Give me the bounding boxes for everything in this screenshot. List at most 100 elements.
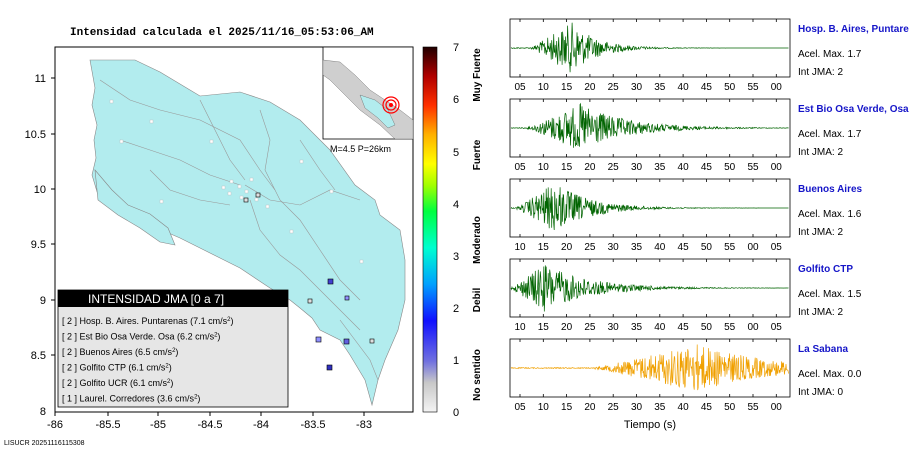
svg-text:Muy Fuerte: Muy Fuerte — [472, 48, 483, 102]
time-tick-label: 25 — [608, 402, 620, 413]
time-tick-label: 25 — [584, 322, 596, 333]
map-x-axis: -86 -85.5 -85 -84.5 -84 -83.5 -83 — [47, 419, 372, 431]
svg-text:2: 2 — [453, 303, 459, 315]
station-name: Est Bio Osa Verde, Osa — [798, 104, 909, 115]
svg-text:-85.5: -85.5 — [95, 419, 120, 431]
svg-text:-84.5: -84.5 — [197, 419, 222, 431]
town-markers — [109, 99, 364, 264]
time-tick-label: 55 — [747, 162, 759, 173]
time-tick-label: 25 — [584, 242, 596, 253]
time-tick-label: 40 — [654, 322, 666, 333]
svg-text:Moderado: Moderado — [472, 216, 483, 264]
time-tick-label: 10 — [538, 82, 550, 93]
station-legend: INTENSIDAD JMA [0 a 7] [ 2 ] Hosp. B. Ai… — [57, 289, 289, 408]
int-jma: Int JMA: 2 — [798, 67, 843, 78]
int-jma: Int JMA: 2 — [798, 147, 843, 158]
time-tick-label: 20 — [584, 82, 596, 93]
svg-text:11: 11 — [35, 73, 46, 85]
time-tick-label: 10 — [514, 322, 526, 333]
legend-row: [ 2 ] Golfito CTP (6.1 cm/s2) — [62, 363, 172, 373]
svg-text:-83.5: -83.5 — [300, 419, 325, 431]
time-tick-label: 40 — [654, 242, 666, 253]
time-tick-label: 30 — [631, 82, 643, 93]
footer-id: LISUCR 20251116115308 — [4, 440, 85, 447]
time-tick-label: 05 — [514, 162, 526, 173]
acel-max: Acel. Max. 1.7 — [798, 129, 862, 140]
time-tick-label: 45 — [678, 242, 690, 253]
time-tick-label: 35 — [654, 402, 666, 413]
seismogram-1: 05 10 15 20 25 30 35 40 45 50 55 00 Hosp. B. Aires, … — [509, 18, 909, 93]
time-tick-label: 55 — [747, 402, 759, 413]
time-tick-label: 00 — [747, 322, 759, 333]
svg-text:3: 3 — [453, 251, 459, 263]
time-tick-label: 20 — [561, 322, 573, 333]
time-tick-label: 40 — [678, 82, 690, 93]
colorbar-ticks: 7 6 5 4 3 2 1 0 — [453, 42, 459, 419]
svg-text:-86: -86 — [47, 419, 63, 431]
time-tick-label: 55 — [724, 322, 736, 333]
svg-text:Debil: Debil — [472, 288, 483, 313]
legend-row: [ 2 ] Hosp. B. Aires. Puntarenas (7.1 cm… — [62, 316, 233, 326]
svg-text:0: 0 — [453, 407, 459, 419]
time-tick-label: 05 — [514, 82, 526, 93]
station-name: Hosp. B. Aires, Puntare — [798, 24, 909, 35]
nicoya-peninsula — [94, 169, 176, 246]
acel-max: Acel. Max. 1.7 — [798, 49, 862, 60]
time-tick-label: 30 — [631, 162, 643, 173]
int-jma: Int JMA: 0 — [798, 387, 843, 398]
time-tick-label: 15 — [561, 402, 573, 413]
station-name: Buenos Aires — [798, 184, 863, 195]
svg-text:9: 9 — [40, 295, 46, 307]
time-tick-label: 00 — [747, 242, 759, 253]
acel-max: Acel. Max. 1.6 — [798, 209, 862, 220]
time-tick-label: 10 — [538, 402, 550, 413]
legend-row: [ 2 ] Est Bio Osa Verde. Osa (6.2 cm/s2) — [62, 332, 220, 342]
svg-text:7: 7 — [453, 42, 459, 54]
time-tick-label: 05 — [771, 242, 783, 253]
time-tick-label: 00 — [771, 162, 783, 173]
time-tick-label: 15 — [538, 242, 550, 253]
time-tick-label: 25 — [608, 82, 620, 93]
acel-max: Acel. Max. 0.0 — [798, 369, 862, 380]
station-markers — [243, 192, 375, 371]
time-tick-label: 50 — [724, 82, 736, 93]
waveform-trace — [510, 344, 789, 391]
svg-text:9.5: 9.5 — [31, 239, 46, 251]
time-tick-label: 20 — [584, 402, 596, 413]
svg-text:-84: -84 — [253, 419, 269, 431]
svg-text:6: 6 — [453, 94, 459, 106]
time-tick-label: 05 — [771, 322, 783, 333]
map-y-tickmarks — [51, 77, 55, 356]
svg-text:8: 8 — [40, 406, 46, 418]
intensity-map: Intensidad calculada el 2025/11/16_05:53… — [25, 27, 414, 431]
time-tick-label: 30 — [608, 242, 620, 253]
waveform-trace — [510, 187, 789, 231]
time-tick-label: 40 — [678, 402, 690, 413]
time-tick-label: 45 — [701, 162, 713, 173]
epicenter-icon — [382, 96, 400, 114]
location-inset: M=4.5 P=26km — [322, 46, 414, 154]
time-tick-label: 35 — [654, 162, 666, 173]
time-tick-label: 20 — [561, 242, 573, 253]
legend-row: [ 2 ] Golfito UCR (6.1 cm/s2) — [62, 378, 173, 388]
waveform-trace — [510, 22, 789, 73]
svg-text:10: 10 — [34, 184, 46, 196]
time-tick-label: 10 — [538, 162, 550, 173]
time-tick-label: 35 — [654, 82, 666, 93]
time-tick-label: 25 — [608, 162, 620, 173]
station-name: La Sabana — [798, 344, 848, 355]
waveform-xlabel: Tiempo (s) — [624, 419, 676, 431]
intensity-colorbar: 7 6 5 4 3 2 1 0 Muy Fuerte Fuerte Modera… — [422, 42, 483, 419]
time-tick-label: 15 — [561, 162, 573, 173]
time-tick-label: 50 — [701, 322, 713, 333]
svg-text:8.5: 8.5 — [31, 350, 46, 362]
time-tick-label: 45 — [701, 82, 713, 93]
int-jma: Int JMA: 2 — [798, 227, 843, 238]
time-tick-label: 40 — [678, 162, 690, 173]
legend-row: [ 2 ] Buenos Aires (6.5 cm/s2) — [62, 347, 178, 357]
costa-rica-landmass — [89, 59, 406, 407]
colorbar-ramp — [422, 46, 438, 413]
map-title: Intensidad calculada el 2025/11/16_05:53… — [70, 27, 374, 39]
time-tick-label: 50 — [701, 242, 713, 253]
station-name: Golfito CTP — [798, 264, 853, 275]
